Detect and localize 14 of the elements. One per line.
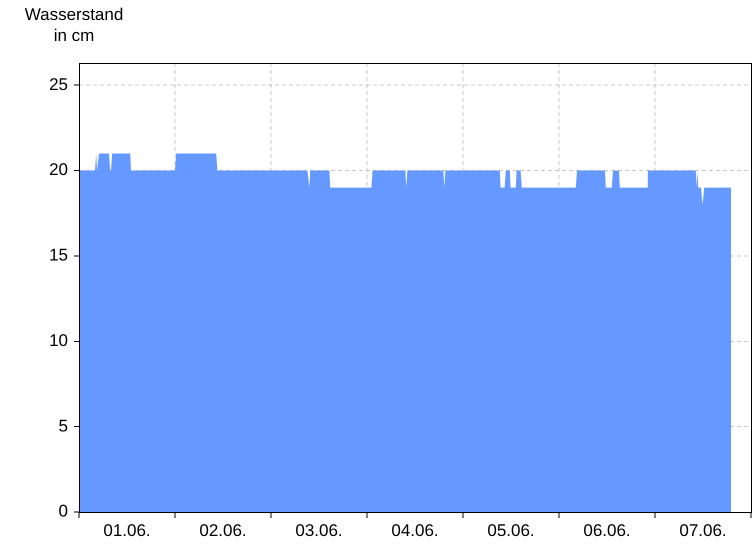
y-tick-label: 20 bbox=[49, 160, 68, 180]
y-axis-title: Wasserstand in cm bbox=[24, 4, 124, 46]
x-tick-label: 02.06. bbox=[199, 520, 247, 540]
x-tick-label: 03.06. bbox=[295, 520, 343, 540]
y-tick-label: 25 bbox=[49, 74, 68, 94]
x-tick-label: 05.06. bbox=[487, 520, 535, 540]
y-tick-label: 10 bbox=[49, 330, 68, 350]
y-tick-label: 15 bbox=[49, 246, 68, 265]
y-tick-label: 0 bbox=[58, 502, 68, 521]
x-tick-label: 07.06. bbox=[679, 520, 727, 540]
x-tick-label: 01.06. bbox=[103, 520, 151, 540]
y-tick-label: 5 bbox=[58, 416, 68, 436]
x-tick-label: 04.06. bbox=[391, 520, 439, 540]
x-tick-label: 06.06. bbox=[583, 520, 631, 540]
